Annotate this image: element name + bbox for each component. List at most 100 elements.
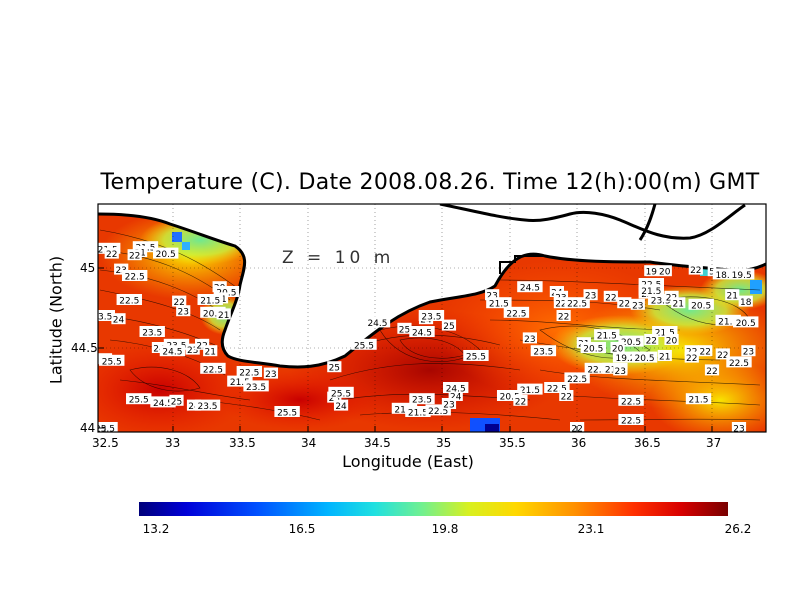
contour-label: 23 bbox=[630, 298, 645, 311]
contour-label: 24.5 bbox=[150, 396, 176, 409]
svg-text:23: 23 bbox=[615, 367, 626, 377]
svg-text:22: 22 bbox=[558, 313, 569, 323]
contour-label: 22.5 bbox=[618, 394, 644, 407]
svg-text:20: 20 bbox=[659, 268, 671, 278]
svg-text:22: 22 bbox=[605, 293, 616, 303]
svg-text:23: 23 bbox=[632, 301, 643, 311]
svg-text:23: 23 bbox=[733, 425, 744, 435]
contour-label: 21.5 bbox=[685, 393, 712, 406]
svg-text:25.5: 25.5 bbox=[102, 357, 122, 367]
contour-label: 24.5 bbox=[517, 281, 543, 294]
svg-text:22.5: 22.5 bbox=[428, 407, 448, 417]
plot-frame bbox=[97, 203, 767, 433]
contour-label: 22 bbox=[513, 394, 528, 407]
svg-text:22: 22 bbox=[686, 354, 697, 364]
contour-label: 22 bbox=[617, 297, 632, 310]
y-tick-label: 44.5 bbox=[71, 341, 98, 355]
svg-text:22: 22 bbox=[173, 298, 184, 308]
contour-label: 23 bbox=[176, 305, 191, 318]
svg-text:24.5: 24.5 bbox=[153, 399, 173, 409]
contour-label: 21 bbox=[671, 297, 686, 310]
svg-text:23: 23 bbox=[115, 266, 126, 276]
svg-text:19: 19 bbox=[646, 268, 658, 278]
x-tick-label: 36.5 bbox=[634, 436, 661, 450]
svg-text:21: 21 bbox=[204, 348, 215, 358]
contour-label: 21.5 bbox=[391, 402, 418, 415]
contour-label: 21.5 bbox=[594, 329, 620, 342]
svg-text:22: 22 bbox=[561, 393, 572, 403]
contour-label: 24.5 bbox=[443, 382, 469, 395]
svg-text:25.5: 25.5 bbox=[277, 409, 297, 419]
contour-label: 25.5 bbox=[351, 338, 377, 351]
contour-label: 24.5 bbox=[159, 345, 186, 358]
contour-label: 22.5 bbox=[503, 306, 530, 319]
svg-text:23.5: 23.5 bbox=[246, 383, 266, 393]
svg-text:24: 24 bbox=[188, 402, 200, 412]
contour-label: 25.5 bbox=[463, 350, 489, 363]
svg-text:23: 23 bbox=[524, 335, 535, 345]
contour-label: 18 bbox=[738, 295, 753, 308]
contour-label: 23 bbox=[522, 332, 537, 345]
contour-label: 22.5 bbox=[425, 404, 451, 417]
svg-text:22: 22 bbox=[515, 397, 526, 407]
contour-label: 20.5 bbox=[580, 342, 606, 355]
svg-text:22: 22 bbox=[196, 341, 207, 351]
svg-text:23: 23 bbox=[585, 292, 596, 302]
contour-label: 21 bbox=[216, 308, 231, 321]
contour-label: 25.5 bbox=[95, 422, 118, 435]
colorbar-tick-label: 26.2 bbox=[724, 522, 752, 536]
contour-label: 25 bbox=[169, 394, 184, 407]
svg-text:21: 21 bbox=[673, 300, 684, 310]
svg-text:25.5: 25.5 bbox=[95, 425, 115, 435]
svg-text:21.5: 21.5 bbox=[200, 297, 220, 307]
svg-text:24: 24 bbox=[153, 345, 165, 355]
contour-label: 22.5 bbox=[121, 270, 148, 283]
contour-label: 22.5 bbox=[116, 294, 142, 307]
svg-text:20: 20 bbox=[612, 345, 624, 355]
contour-label: 5 bbox=[707, 265, 717, 278]
contour-label: 23 bbox=[731, 422, 747, 435]
contour-label: 20.5 bbox=[496, 390, 523, 403]
x-tick-label: 34 bbox=[301, 436, 317, 450]
y-axis-label: Latitude (North) bbox=[46, 255, 66, 385]
svg-text:23.5: 23.5 bbox=[197, 402, 217, 412]
contour-label: 20 bbox=[664, 334, 679, 347]
svg-text:22.5: 22.5 bbox=[547, 385, 567, 395]
svg-text:22.5: 22.5 bbox=[621, 417, 641, 427]
contour-label: 22 bbox=[715, 348, 730, 361]
contour-label: 22 bbox=[704, 364, 720, 377]
svg-text:21: 21 bbox=[727, 292, 738, 302]
svg-text:21.5: 21.5 bbox=[489, 300, 509, 310]
svg-text:21.5: 21.5 bbox=[688, 396, 708, 406]
svg-text:21.5: 21.5 bbox=[641, 287, 661, 297]
svg-text:24: 24 bbox=[335, 402, 347, 412]
svg-text:23: 23 bbox=[329, 394, 340, 404]
contour-label: 20.5 bbox=[733, 316, 759, 329]
svg-text:24.5: 24.5 bbox=[162, 348, 182, 358]
contour-label: 23.5 bbox=[243, 380, 269, 393]
contour-label: 25.5 bbox=[274, 406, 300, 419]
contour-label: 19 bbox=[644, 265, 659, 278]
contour-label: 23 bbox=[114, 263, 129, 276]
contour-label: 23.5 bbox=[194, 399, 221, 412]
contour-label: 22 bbox=[172, 295, 187, 308]
contour-label: 22.5 bbox=[726, 356, 752, 369]
contour-label: 23 bbox=[583, 289, 598, 302]
contour-label: 22 bbox=[559, 390, 574, 403]
x-tick-label: 35.5 bbox=[499, 436, 526, 450]
contour-label: 24.5 bbox=[409, 326, 435, 339]
svg-text:19.5: 19.5 bbox=[732, 271, 752, 281]
x-tick-label: 34.5 bbox=[364, 436, 391, 450]
svg-text:22.5: 22.5 bbox=[506, 309, 526, 319]
svg-text:20: 20 bbox=[666, 337, 678, 347]
axis-ticks bbox=[98, 267, 713, 432]
svg-text:22: 22 bbox=[106, 250, 117, 260]
chart-title: Temperature (C). Date 2008.08.26. Time 1… bbox=[100, 170, 760, 195]
svg-text:23.5: 23.5 bbox=[142, 329, 162, 339]
svg-text:21.5: 21.5 bbox=[718, 317, 738, 327]
contour-label: 24 bbox=[111, 313, 126, 326]
contour-label: 20.5 bbox=[618, 335, 644, 348]
contour-label: 20.5 bbox=[200, 306, 226, 319]
depth-label: Z = 10 m bbox=[282, 248, 395, 268]
